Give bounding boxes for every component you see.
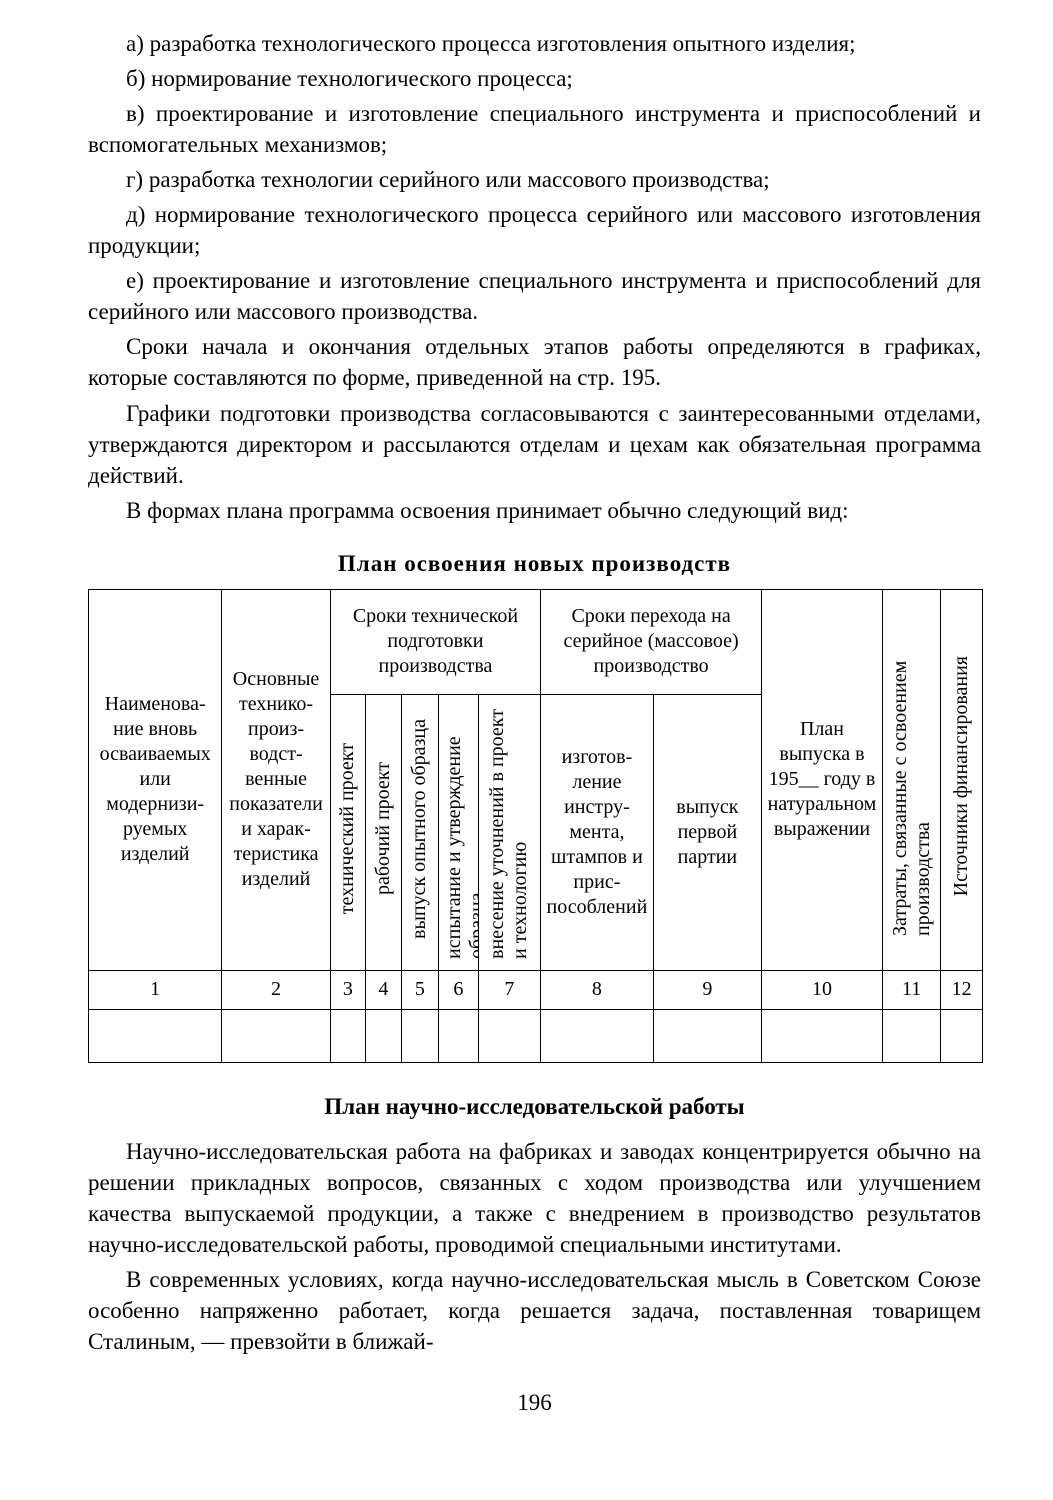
col-1-header: Наименова­ние вновь осваивае­мых или мод… <box>89 589 222 970</box>
col-10-header: План выпуска в 195__ году в нату­ральном… <box>762 589 883 970</box>
para-b: б) нормирование технологического процесс… <box>88 63 981 94</box>
colnum-7: 7 <box>478 970 541 1009</box>
colnum-1: 1 <box>89 970 222 1009</box>
subsection-title: План научно-исследовательской работы <box>88 1091 981 1122</box>
col-11-header: Затраты, связанные с освоением производс… <box>882 589 940 970</box>
colnum-2: 2 <box>222 970 330 1009</box>
colnum-6: 6 <box>439 970 479 1009</box>
colnum-8: 8 <box>541 970 654 1009</box>
colnum-3: 3 <box>330 970 365 1009</box>
plan-table: Наименова­ние вновь осваивае­мых или мод… <box>88 589 983 1063</box>
col-group-serial: Сроки перехода на серийное (мас­совое) п… <box>541 589 762 694</box>
para-approval: Графики подготовки производства согласов… <box>88 398 981 491</box>
col-8-header: изготов­ление инстру­мента, штампов и пр… <box>541 694 654 970</box>
col-6-header: испытание и утверждение образца <box>439 694 479 970</box>
para-forms: В формах плана программа освоения приним… <box>88 495 981 526</box>
col-3-header: технический проект <box>330 694 365 970</box>
para-c: в) проектирование и изготовление специал… <box>88 98 981 160</box>
col-7-header: внесение уточнений в проект и технологию <box>478 694 541 970</box>
para-f: е) проектирование и изготовление специал… <box>88 265 981 327</box>
colnum-10: 10 <box>762 970 883 1009</box>
para-e: д) нормирование технологического процесс… <box>88 199 981 261</box>
colnum-4: 4 <box>366 970 401 1009</box>
research-para-2: В современных условиях, когда научно-исс… <box>88 1264 981 1357</box>
col-group-tech: Сроки техниче­ской подготовки производст… <box>330 589 540 694</box>
colnum-5: 5 <box>401 970 439 1009</box>
table-title: План освоения новых производств <box>88 548 981 579</box>
research-para-1: Научно-исследовательская работа на фабри… <box>88 1136 981 1260</box>
col-2-header: Основ­ные технико-произ­водст­венные пок… <box>222 589 330 970</box>
page-number: 196 <box>88 1387 981 1418</box>
col-9-header: выпуск первой партии <box>653 694 761 970</box>
colnum-12: 12 <box>941 970 983 1009</box>
colnum-9: 9 <box>653 970 761 1009</box>
colnum-11: 11 <box>882 970 940 1009</box>
col-12-header: Источники финансирования <box>941 589 983 970</box>
para-d: г) разработка технологии серийного или м… <box>88 164 981 195</box>
col-5-header: выпуск опытного образца <box>401 694 439 970</box>
para-schedules: Сроки начала и окончания отдельных этапо… <box>88 331 981 393</box>
column-number-row: 1 2 3 4 5 6 7 8 9 10 11 12 <box>89 970 983 1009</box>
para-a: а) разработка технологического процесса … <box>88 28 981 59</box>
empty-data-row <box>89 1009 983 1062</box>
col-4-header: рабочий проект <box>366 694 401 970</box>
